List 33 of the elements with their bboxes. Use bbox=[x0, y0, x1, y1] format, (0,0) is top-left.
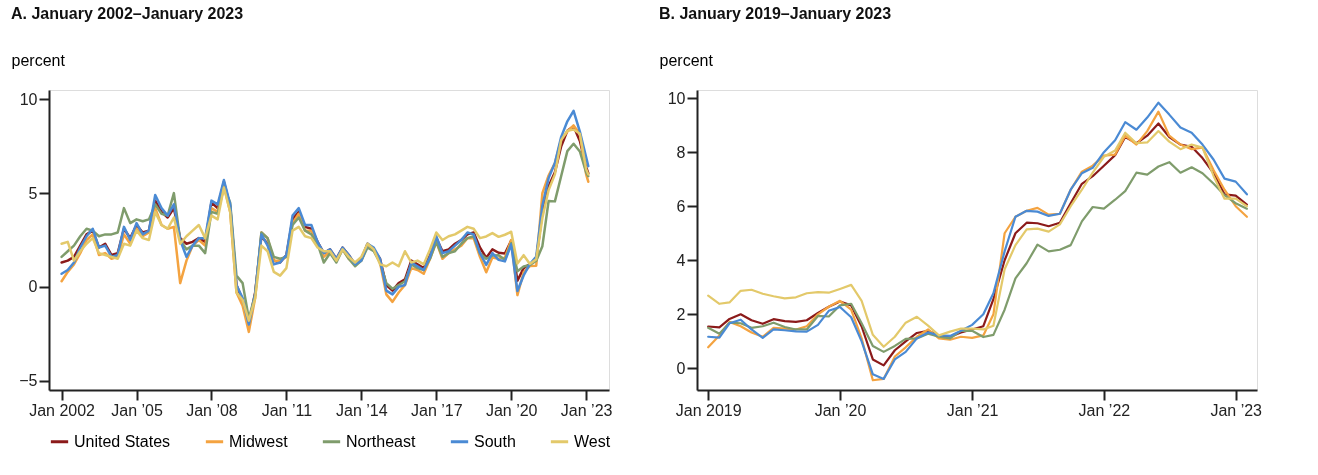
legend-label: West bbox=[574, 432, 611, 450]
x-tick-label: Jan ’11 bbox=[261, 401, 313, 419]
line-series bbox=[707, 161, 1248, 353]
legend-label: South bbox=[474, 432, 516, 450]
y-tick-label: 5 bbox=[28, 184, 38, 202]
x-tick-label: Jan 2002 bbox=[29, 401, 96, 419]
y-axis-title: percent bbox=[659, 51, 714, 69]
x-tick-label: Jan ’21 bbox=[946, 401, 999, 419]
chart-title: B. January 2019–January 2023 bbox=[659, 5, 892, 22]
y-tick-label: 6 bbox=[676, 197, 686, 215]
x-tick-label: Jan ’22 bbox=[1078, 401, 1131, 419]
x-tick-label: Jan ’17 bbox=[411, 401, 463, 419]
x-tick-label: Jan ’05 bbox=[111, 401, 163, 419]
legend-label: Northeast bbox=[346, 432, 416, 450]
x-tick-label: Jan ’20 bbox=[485, 401, 538, 419]
y-tick-label: 0 bbox=[28, 278, 38, 296]
y-tick-label: 10 bbox=[19, 90, 38, 108]
legend-label: United States bbox=[74, 432, 171, 450]
x-tick-label: Jan ’14 bbox=[336, 401, 388, 419]
chart-title: A. January 2002–January 2023 bbox=[11, 5, 244, 22]
legend-label: Midwest bbox=[229, 432, 289, 450]
y-tick-label: 2 bbox=[676, 305, 686, 323]
x-tick-label: Jan ’23 bbox=[560, 401, 613, 419]
x-tick-label: Jan 2019 bbox=[675, 401, 742, 419]
y-tick-label: 10 bbox=[667, 89, 686, 107]
y-tick-label: 8 bbox=[676, 143, 686, 161]
y-tick-label: 4 bbox=[676, 251, 686, 269]
y-tick-label: 0 bbox=[676, 359, 686, 377]
y-axis-title: percent bbox=[11, 51, 66, 69]
x-tick-label: Jan ’08 bbox=[186, 401, 238, 419]
y-tick-label: −5 bbox=[19, 372, 38, 390]
x-tick-label: Jan ’20 bbox=[814, 401, 867, 419]
x-tick-label: Jan ’23 bbox=[1210, 401, 1263, 419]
